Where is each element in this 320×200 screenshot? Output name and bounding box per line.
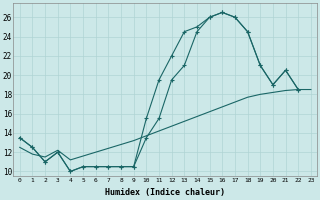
X-axis label: Humidex (Indice chaleur): Humidex (Indice chaleur) — [105, 188, 225, 197]
